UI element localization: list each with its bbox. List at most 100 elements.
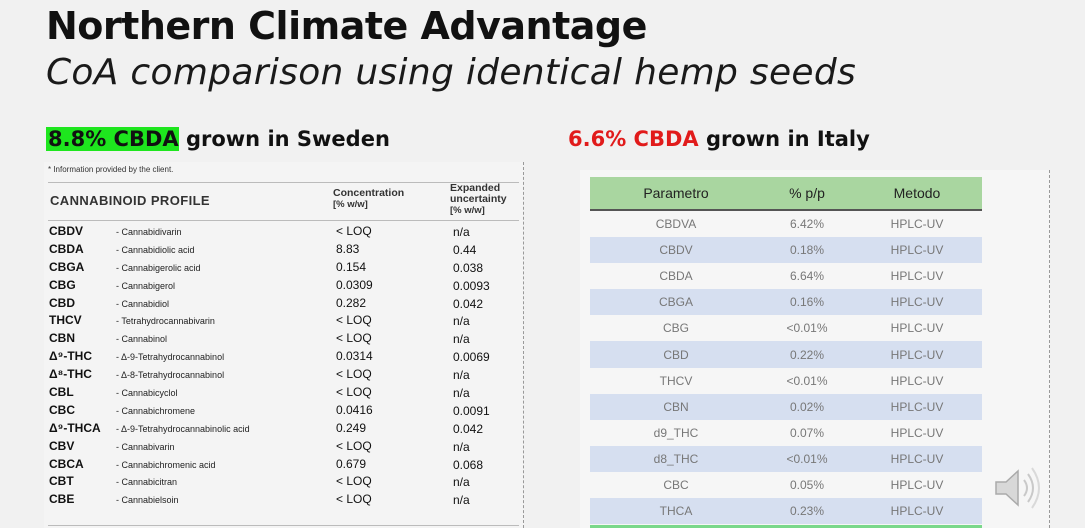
uncertainty-header-line3: [% w/w] — [450, 205, 485, 216]
metodo-cell: HPLC-UV — [890, 243, 944, 258]
cannabinoid-abbr: CBV — [49, 438, 75, 453]
table-row: CBDV 0.18% HPLC-UV — [590, 237, 982, 264]
concentration-value: < LOQ — [336, 367, 372, 382]
italy-coa-document: Parametro % p/p Metodo CBDVA 6.42% HPLC-UV… — [580, 170, 1050, 528]
column-header-parametro: Parametro — [643, 185, 709, 201]
percent-cell: <0.01% — [786, 373, 828, 388]
uncertainty-value: n/a — [453, 386, 470, 401]
uncertainty-value: n/a — [453, 493, 470, 508]
table-row: CBD - Cannabidiol 0.282 0.042 — [44, 294, 523, 312]
cannabinoid-name: - Cannabinol — [116, 334, 168, 345]
uncertainty-value: 0.042 — [453, 421, 484, 436]
uncertainty-value: n/a — [453, 225, 470, 239]
uncertainty-value: n/a — [453, 475, 470, 490]
cannabinoid-name: - Cannabidiol — [116, 298, 170, 309]
speaker-icon[interactable] — [990, 460, 1046, 516]
table-row: CBE - Cannabielsoin < LOQ n/a — [44, 490, 523, 508]
metodo-cell: HPLC-UV — [890, 347, 944, 362]
table-row: THCV - Tetrahydrocannabivarin < LOQ n/a — [44, 311, 523, 329]
percent-cell: 0.18% — [789, 243, 825, 258]
metodo-cell: HPLC-UV — [890, 477, 944, 492]
concentration-value: 0.282 — [336, 295, 367, 310]
percent-cell: 6.64% — [789, 269, 825, 284]
cannabinoid-abbr: THCV — [49, 313, 82, 328]
cannabinoid-abbr: CBDV — [49, 224, 84, 238]
table-row: CBT - Cannabicitran < LOQ n/a — [44, 472, 523, 490]
parametro-cell: CBDV — [659, 243, 693, 258]
parametro-cell: CBDA — [659, 269, 693, 284]
uncertainty-value: 0.068 — [453, 457, 484, 472]
table-row: CBG - Cannabigerol 0.0309 0.0093 — [44, 276, 523, 294]
metodo-cell: HPLC-UV — [890, 321, 944, 336]
table-row: CBDA - Cannabidiolic acid 8.83 0.44 — [44, 240, 523, 258]
cannabinoid-abbr: CBT — [49, 474, 74, 489]
percent-cell: 0.07% — [789, 425, 825, 440]
parametro-cell: THCA — [659, 504, 693, 519]
table-row: CBD 0.22% HPLC-UV — [590, 341, 982, 368]
metodo-cell: HPLC-UV — [890, 269, 944, 284]
percent-cell: <0.01% — [786, 451, 828, 466]
percent-cell: 0.23% — [789, 504, 825, 519]
concentration-value: < LOQ — [336, 438, 372, 453]
table-row: CBDA 6.64% HPLC-UV — [590, 263, 982, 289]
cannabinoid-abbr: Δ⁹-THCA — [49, 420, 101, 435]
table-row: CBV - Cannabivarin < LOQ n/a — [44, 437, 523, 455]
slide-title: Northern Climate Advantage — [46, 4, 647, 48]
cannabinoid-name: - Cannabidiolic acid — [116, 244, 195, 255]
divider — [48, 182, 519, 183]
concentration-header-line2: [% w/w] — [333, 199, 368, 210]
concentration-value: 0.0416 — [336, 402, 373, 417]
table-row: d8_THC <0.01% HPLC-UV — [590, 445, 982, 472]
table-row: CBCA - Cannabichromenic acid 0.679 0.068 — [44, 455, 523, 473]
divider — [48, 220, 519, 221]
cannabinoid-name: - Cannabichromenic acid — [116, 459, 216, 470]
cannabinoid-rows: CBDV - Cannabidivarin < LOQ n/a CBDA - Cannab… — [44, 222, 523, 508]
percent-cell: 0.02% — [789, 399, 825, 414]
concentration-value: 8.83 — [336, 241, 360, 256]
cannabinoid-abbr: CBG — [49, 277, 76, 292]
column-header-metodo: Metodo — [893, 185, 941, 201]
percent-cell: 6.42% — [789, 217, 825, 232]
table-row: CBGA 0.16% HPLC-UV — [590, 289, 982, 316]
table-footer-bar — [590, 525, 982, 528]
sweden-heading: 8.8% CBDA grown in Sweden — [46, 127, 390, 151]
table-header-row: Parametro % p/p Metodo — [590, 177, 982, 211]
concentration-header: Concentration [% w/w] — [333, 187, 405, 211]
metodo-cell: HPLC-UV — [890, 425, 944, 440]
cannabinoid-abbr: CBD — [49, 295, 75, 310]
uncertainty-value: n/a — [453, 439, 470, 454]
sweden-coa-document: * Information provided by the client. CA… — [44, 162, 524, 528]
concentration-value: < LOQ — [336, 224, 372, 238]
metodo-cell: HPLC-UV — [890, 399, 944, 414]
parametro-cell: d9_THC — [653, 425, 699, 440]
concentration-value: < LOQ — [336, 385, 372, 400]
concentration-value: 0.0309 — [336, 277, 373, 292]
concentration-value: 0.0314 — [336, 349, 373, 364]
uncertainty-value: 0.038 — [453, 260, 484, 275]
cannabinoid-abbr: CBGA — [49, 259, 85, 274]
table-row: CBN 0.02% HPLC-UV — [590, 393, 982, 420]
concentration-header-line1: Concentration — [333, 187, 405, 199]
table-row: CBC - Cannabichromene 0.0416 0.0091 — [44, 401, 523, 419]
cannabinoid-name: - Δ-9-Tetrahydrocannabinol — [116, 352, 225, 363]
table-row: CBC 0.05% HPLC-UV — [590, 472, 982, 498]
uncertainty-value: 0.0091 — [453, 403, 490, 418]
concentration-value: < LOQ — [336, 474, 372, 489]
slide-subtitle: CoA comparison using identical hemp seed… — [46, 52, 857, 93]
percent-cell: 0.22% — [789, 347, 825, 362]
concentration-value: 0.249 — [336, 420, 367, 435]
italy-results-table: Parametro % p/p Metodo CBDVA 6.42% HPLC-UV… — [590, 177, 982, 525]
parametro-cell: CBC — [663, 477, 689, 492]
cannabinoid-name: - Cannabielsoin — [116, 495, 179, 506]
parametro-cell: d8_THC — [653, 451, 699, 466]
uncertainty-value: 0.44 — [453, 242, 477, 257]
parametro-cell: CBG — [662, 321, 689, 336]
table-row: Δ⁹-THCA - Δ-9-Tetrahydrocannabinolic acid… — [44, 419, 523, 437]
cannabinoid-name: - Tetrahydrocannabivarin — [116, 316, 215, 327]
table-row: d9_THC 0.07% HPLC-UV — [590, 420, 982, 446]
concentration-value: < LOQ — [336, 492, 372, 507]
uncertainty-header-line1: Expanded — [450, 182, 501, 194]
sweden-cbda-highlight: 8.8% CBDA — [46, 127, 179, 151]
parametro-cell: CBGA — [658, 295, 693, 310]
cannabinoid-name: - Δ-9-Tetrahydrocannabinolic acid — [116, 423, 250, 434]
